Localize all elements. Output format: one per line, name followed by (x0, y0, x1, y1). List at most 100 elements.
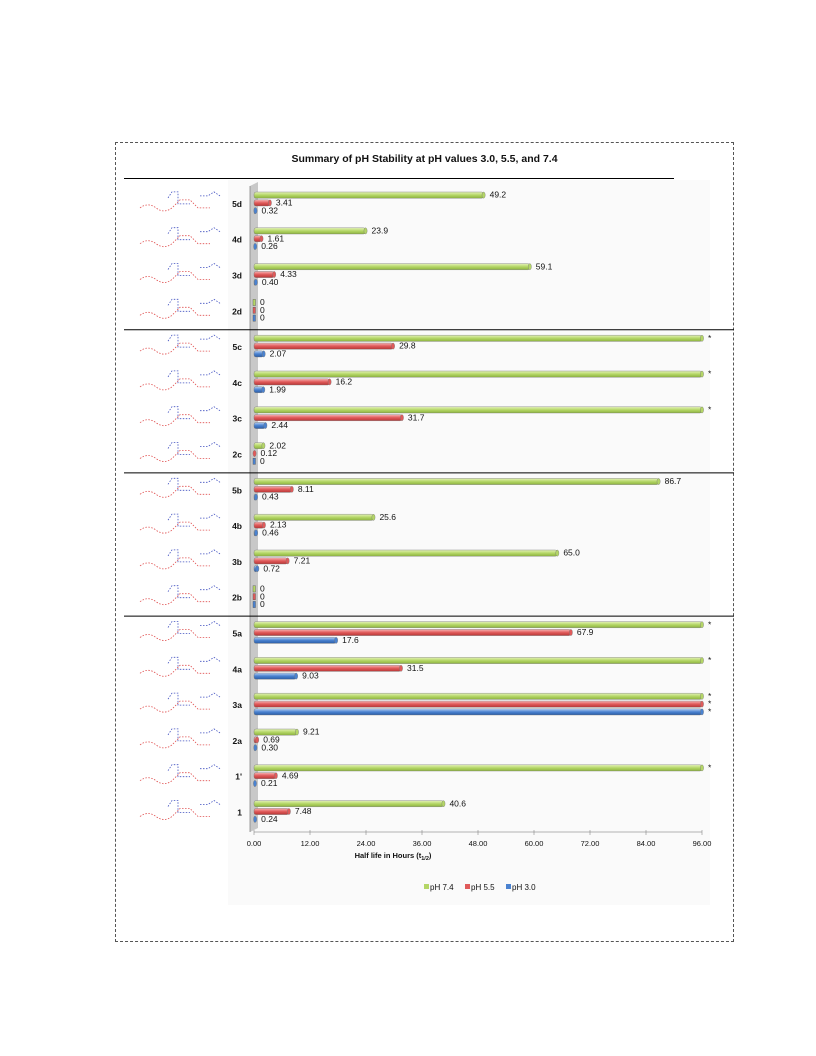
data-label: * (708, 707, 712, 717)
chemical-structure-image (139, 191, 221, 212)
bar (253, 422, 268, 429)
x-tick-label: 0.00 (247, 839, 262, 848)
bar (253, 808, 291, 815)
bar (253, 708, 704, 716)
bar (253, 557, 290, 565)
bar (253, 736, 260, 744)
data-label: 7.21 (294, 556, 311, 566)
bar (253, 199, 272, 207)
bar (253, 637, 338, 644)
category-label: 4b (232, 521, 242, 531)
data-label: 0.32 (261, 205, 278, 215)
legend-swatch (465, 884, 470, 889)
category-label: 2a (233, 736, 243, 746)
data-label: 16.2 (336, 377, 353, 387)
data-label: 0 (260, 599, 265, 609)
data-label: 2.44 (271, 420, 288, 430)
data-label: 9.21 (303, 727, 320, 737)
data-label: * (708, 699, 712, 709)
bar (253, 378, 332, 386)
data-label: 7.48 (295, 806, 312, 816)
x-tick-label: 72.00 (581, 839, 600, 848)
data-label: * (708, 655, 712, 665)
bar (253, 263, 532, 271)
data-label: 3.41 (276, 198, 293, 208)
legend-label: pH 3.0 (512, 883, 536, 892)
bar (253, 278, 258, 286)
data-label: 29.8 (399, 341, 416, 351)
data-label: 8.11 (298, 484, 314, 494)
bar (253, 665, 403, 672)
data-label: 0.26 (261, 241, 278, 251)
bar (252, 314, 256, 322)
bar (252, 458, 256, 465)
data-label: 4.33 (280, 269, 297, 279)
data-label: 67.9 (577, 627, 594, 637)
chemical-structure-image (139, 585, 221, 606)
bar (252, 601, 256, 608)
bar (253, 442, 266, 450)
bar (253, 565, 260, 573)
category-label: 2b (232, 593, 242, 603)
bar (252, 307, 256, 314)
legend-swatch (506, 884, 511, 889)
data-label: 31.7 (408, 412, 425, 422)
bar (253, 529, 258, 537)
data-label: 2.07 (270, 349, 287, 359)
bar (253, 342, 395, 350)
data-label: 0.43 (262, 492, 279, 502)
bar (253, 271, 277, 278)
data-label: 0 (260, 313, 265, 323)
data-label: 0.40 (262, 277, 279, 287)
data-label: 23.9 (372, 226, 389, 236)
bar (253, 191, 486, 199)
chemical-structure-image (139, 621, 221, 641)
data-label: 0 (260, 305, 265, 315)
bar (253, 800, 446, 808)
bar (253, 370, 704, 378)
data-label: 0 (260, 456, 265, 466)
chemical-structure-image (139, 370, 221, 391)
bar (253, 414, 404, 422)
data-label: * (708, 369, 712, 379)
data-label: 31.5 (407, 663, 424, 673)
chemical-structure-image (139, 334, 221, 355)
bar (253, 621, 704, 629)
category-label: 3b (232, 557, 242, 567)
data-label: * (708, 405, 712, 415)
bar (253, 406, 704, 414)
data-label: 2.13 (270, 520, 287, 530)
chemical-structure-image (139, 728, 221, 749)
legend-item: pH 5.5 (465, 883, 495, 892)
bar (252, 585, 256, 593)
data-label: 65.0 (563, 548, 580, 558)
x-tick-label: 12.00 (301, 839, 320, 848)
data-label: * (708, 763, 712, 773)
bar (253, 657, 704, 664)
x-tick-label: 84.00 (637, 839, 656, 848)
bar (253, 764, 704, 772)
data-label: 2.02 (269, 440, 286, 450)
category-label: 5b (232, 485, 242, 495)
data-label: 1.61 (268, 233, 285, 243)
category-label: 4a (233, 664, 243, 674)
data-label: 86.7 (665, 476, 682, 486)
bar (253, 629, 573, 636)
bar (253, 493, 258, 501)
bar (253, 549, 560, 557)
category-label: 2d (232, 306, 242, 316)
data-label: 0 (260, 591, 265, 601)
data-label: 1.99 (269, 384, 286, 394)
data-label: 4.69 (282, 770, 299, 780)
category-label: 4c (233, 378, 243, 388)
category-label: 5a (233, 629, 243, 639)
data-label: 9.03 (302, 671, 319, 681)
bar (253, 235, 264, 243)
bar (253, 386, 266, 394)
bar (253, 780, 257, 787)
category-label: 3d (232, 271, 242, 281)
data-label: 0.69 (263, 735, 280, 745)
bar (252, 450, 257, 457)
bar (253, 521, 266, 529)
